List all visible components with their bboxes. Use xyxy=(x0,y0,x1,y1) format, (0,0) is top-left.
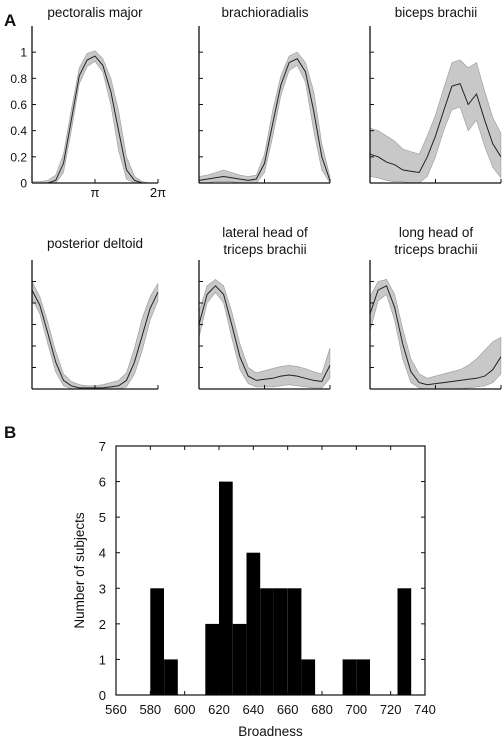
subplot-3: biceps brachii xyxy=(369,5,502,184)
x-tick-label: 680 xyxy=(311,702,333,717)
std-band xyxy=(198,279,331,389)
panel-b-label: B xyxy=(4,423,16,442)
mean-line xyxy=(32,55,158,184)
y-tick-label: 4 xyxy=(99,546,106,561)
histogram-bar xyxy=(301,659,316,695)
histogram-bar xyxy=(150,588,164,695)
x-tick-label: 660 xyxy=(277,702,299,717)
subplot-title-line: long head of xyxy=(399,225,474,240)
subplot-title: biceps brachii xyxy=(395,5,478,20)
x-tick-label: 640 xyxy=(242,702,264,717)
y-tick-label: 1 xyxy=(99,652,106,667)
y-tick-label: 2 xyxy=(99,617,106,632)
y-tick-label: 0.4 xyxy=(10,124,27,138)
histogram-bar xyxy=(260,588,274,695)
x-tick-label: 2π xyxy=(150,185,166,200)
std-band xyxy=(31,281,159,390)
y-tick-label: 5 xyxy=(99,510,106,525)
y-tick-label: 6 xyxy=(99,475,106,490)
histogram-bar xyxy=(273,588,288,695)
mean-line xyxy=(198,285,331,383)
histogram-bar xyxy=(356,659,370,695)
std-band xyxy=(369,279,502,390)
x-tick-label: 700 xyxy=(345,702,367,717)
panel-a-label: A xyxy=(4,11,16,30)
subplot-1: pectoralis major 0 0.2 0.4 0.6 0.8 1 π 2π xyxy=(10,5,166,200)
y-tick-label: 0 xyxy=(20,177,27,191)
subplot-2: brachioradialis xyxy=(198,5,331,185)
y-tick-label: 0.6 xyxy=(10,98,27,112)
histogram-bar xyxy=(342,659,357,695)
histogram-bar xyxy=(164,659,178,695)
subplot-title: long head of triceps brachii xyxy=(394,225,477,257)
x-tick-label: 620 xyxy=(208,702,230,717)
x-axis-label: Broadness xyxy=(238,724,303,739)
y-tick-label: 0 xyxy=(99,688,106,703)
histogram-bar xyxy=(205,623,219,695)
subplot-title-line: lateral head of xyxy=(222,225,308,240)
panel-b-histogram: 0 1 2 3 4 5 6 7 560 580 600 620 640 660 680 700 720 740 Br… xyxy=(72,439,436,739)
histogram-bar xyxy=(246,552,261,695)
panel-a-line-plots: pectoralis major 0 0.2 0.4 0.6 0.8 1 π 2π brachio… xyxy=(10,5,502,390)
mean-line xyxy=(369,82,502,174)
histogram-bar xyxy=(232,623,247,695)
x-tick-label: π xyxy=(91,185,100,200)
subplot-4: posterior deltoid xyxy=(31,236,159,390)
subplot-title: pectoralis major xyxy=(47,5,143,20)
mean-line xyxy=(198,58,331,181)
subplot-title: posterior deltoid xyxy=(47,236,143,251)
y-axis-label: Number of subjects xyxy=(72,512,87,629)
subplot-6: long head of triceps brachii xyxy=(369,225,502,390)
x-tick-label: 740 xyxy=(414,702,436,717)
y-tick-label: 7 xyxy=(99,439,106,454)
y-tick-label: 3 xyxy=(99,581,106,596)
x-tick-label: 600 xyxy=(174,702,196,717)
x-tick-label: 580 xyxy=(139,702,161,717)
y-tick-label: 0.2 xyxy=(10,150,27,164)
x-tick-label: 560 xyxy=(105,702,127,717)
std-band xyxy=(31,50,158,184)
subplot-title: brachioradialis xyxy=(221,5,308,20)
std-band xyxy=(369,59,502,184)
histogram-bar xyxy=(397,588,412,695)
y-tick-label: 1 xyxy=(20,46,27,60)
x-tick-label: 720 xyxy=(380,702,402,717)
y-tick-label: 0.8 xyxy=(10,72,27,86)
histogram-bar xyxy=(287,588,302,695)
mean-line xyxy=(369,285,502,386)
histogram-bar xyxy=(219,481,233,695)
subplot-5: lateral head of triceps brachii xyxy=(198,225,331,390)
subplot-title-line: triceps brachii xyxy=(394,242,477,257)
subplot-title: lateral head of triceps brachii xyxy=(222,225,308,257)
subplot-title-line: triceps brachii xyxy=(223,242,306,257)
